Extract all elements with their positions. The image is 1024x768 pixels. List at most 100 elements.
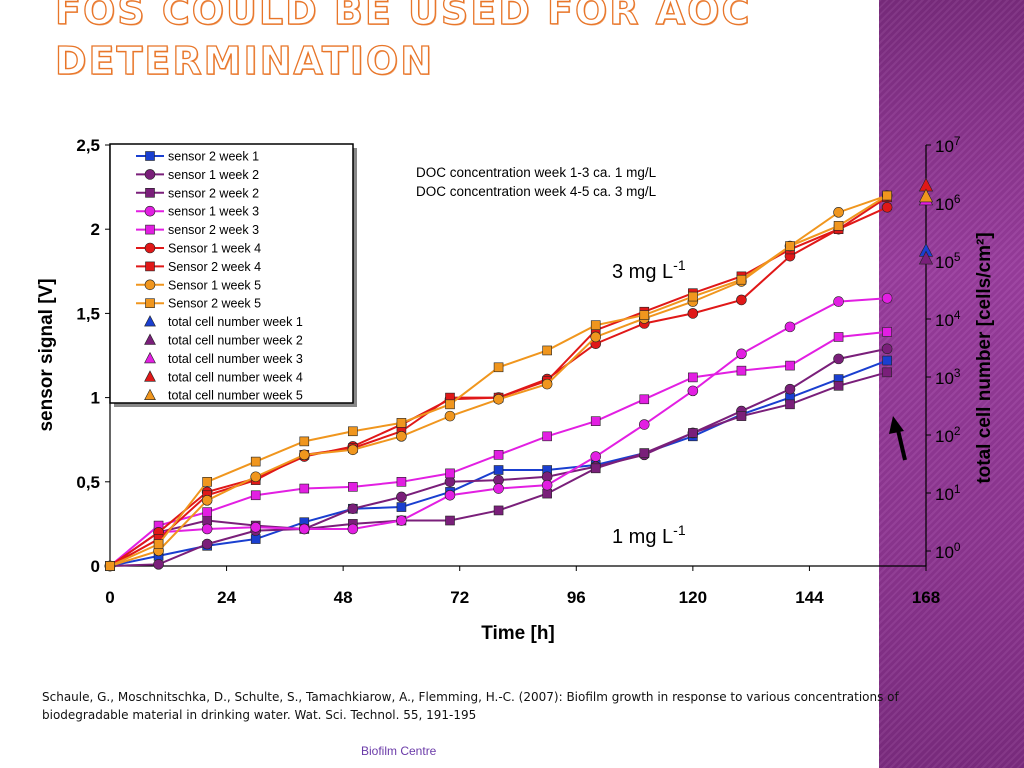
- data-point: [153, 539, 164, 549]
- data-point: [298, 449, 310, 461]
- doc-note: DOC concentration week 4-5 ca. 3 mg/L: [416, 184, 657, 199]
- data-point: [590, 451, 602, 462]
- data-point: [202, 507, 212, 517]
- data-point: [299, 436, 310, 447]
- title-line-2: DETERMINATION: [54, 38, 435, 83]
- data-point: [590, 320, 601, 330]
- y2-tick-label: 104: [935, 308, 961, 330]
- data-point: [638, 419, 650, 430]
- data-point: [201, 538, 213, 550]
- legend-label: total cell number week 5: [168, 389, 303, 403]
- data-point: [396, 418, 407, 428]
- data-point: [881, 343, 893, 355]
- legend-marker: [144, 351, 156, 364]
- data-point: [105, 561, 115, 571]
- x-tick-label: 0: [105, 588, 114, 607]
- data-point: [445, 515, 455, 526]
- data-point: [299, 483, 310, 494]
- legend-marker: [144, 242, 156, 254]
- legend-marker: [145, 261, 155, 272]
- data-point: [590, 331, 602, 343]
- data-point: [444, 476, 456, 488]
- citation: Schaule, G., Moschnitschka, D., Schulte,…: [42, 690, 899, 722]
- data-point: [590, 416, 601, 426]
- data-point: [396, 476, 407, 487]
- data-point: [542, 431, 552, 442]
- y-tick-label: 0: [91, 557, 100, 576]
- slide-title: FOS COULD BE USED FOR AOC DETERMINATION: [54, 0, 855, 86]
- data-point: [882, 367, 892, 378]
- data-point: [833, 381, 844, 391]
- data-point: [784, 383, 796, 395]
- x-tick-label: 120: [679, 588, 707, 607]
- data-point: [736, 294, 747, 306]
- y-tick-label: 1,5: [76, 304, 100, 323]
- data-point: [493, 483, 504, 494]
- data-point: [833, 207, 844, 218]
- y-tick-label: 2: [91, 220, 100, 239]
- x-tick-label: 144: [795, 588, 824, 607]
- data-point: [882, 355, 892, 366]
- x-axis-title: Time [h]: [481, 623, 555, 644]
- y2-tick-label: 106: [935, 192, 961, 214]
- legend-marker: [144, 279, 156, 291]
- x-tick-label: 168: [912, 588, 940, 607]
- label-3mg: 3 mg L-1: [612, 257, 686, 283]
- data-point: [833, 296, 844, 307]
- legend-label: sensor 2 week 3: [168, 223, 259, 237]
- data-point: [201, 495, 213, 506]
- up-arrow: [889, 416, 904, 434]
- footer-label: Biofilm Centre: [361, 744, 437, 758]
- data-point: [396, 431, 407, 442]
- cell-count-marker: [918, 188, 934, 203]
- data-point: [348, 426, 358, 437]
- data-point: [493, 393, 504, 405]
- data-point: [785, 399, 795, 410]
- data-point: [250, 471, 262, 483]
- data-point: [396, 502, 407, 512]
- data-point: [201, 523, 213, 535]
- sensor-chart: 0 0,5 1 1,5 2 2,5 0 24 48 72 96 120 144 168 100 101 102 1…: [36, 134, 995, 644]
- data-point: [881, 202, 893, 213]
- data-point: [445, 468, 455, 479]
- data-point: [153, 559, 164, 570]
- data-point: [541, 479, 553, 491]
- data-point: [881, 292, 893, 304]
- data-point: [688, 372, 698, 383]
- y-axis-title: sensor signal [V]: [36, 278, 57, 431]
- data-point: [541, 378, 553, 390]
- legend-marker: [145, 298, 155, 309]
- data-point: [347, 503, 359, 515]
- data-point: [493, 362, 504, 373]
- legend: sensor 2 week 1 sensor 1 week 2 sensor 2 w…: [109, 143, 357, 407]
- data-point: [736, 274, 747, 285]
- legend-marker: [144, 370, 156, 382]
- data-point: [736, 411, 747, 421]
- legend-label: Sensor 1 week 5: [168, 278, 261, 292]
- data-point: [444, 410, 456, 422]
- y2-tick-label: 105: [935, 250, 961, 272]
- y2-tick-label: 101: [935, 482, 961, 504]
- legend-label: total cell number week 4: [168, 370, 303, 384]
- legend-marker: [145, 151, 155, 161]
- data-point: [493, 450, 504, 460]
- legend-marker: [144, 333, 156, 345]
- legend-label: sensor 2 week 2: [168, 186, 259, 200]
- data-point: [250, 490, 261, 501]
- data-point: [833, 332, 844, 342]
- x-tick-label: 48: [334, 588, 353, 607]
- legend-label: sensor 2 week 1: [168, 150, 259, 164]
- legend-label: sensor 1 week 2: [168, 168, 259, 182]
- legend-marker: [144, 169, 156, 180]
- legend-marker: [145, 188, 155, 198]
- side-band: [879, 0, 1024, 768]
- data-point: [688, 291, 698, 302]
- legend-marker: [144, 205, 156, 217]
- data-point: [298, 523, 310, 535]
- data-point: [785, 360, 795, 371]
- data-point: [250, 456, 261, 467]
- data-point: [784, 321, 796, 333]
- label-1mg: 1 mg L-1: [612, 522, 686, 548]
- y2-tick-label: 103: [935, 366, 961, 388]
- doc-note: DOC concentration week 1-3 ca. 1 mg/L: [416, 165, 657, 180]
